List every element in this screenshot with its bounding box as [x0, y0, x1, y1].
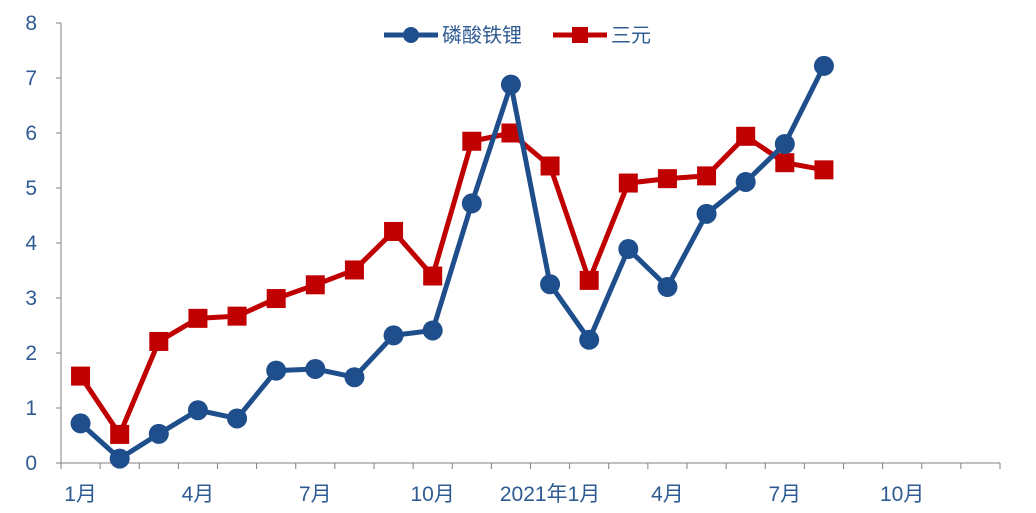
y-tick-label: 7 — [25, 67, 37, 90]
data-point — [71, 366, 91, 386]
data-point — [697, 166, 717, 186]
data-point — [540, 274, 561, 295]
data-point — [305, 358, 326, 379]
data-point — [461, 193, 482, 214]
data-point — [774, 134, 795, 154]
legend-label: 三元 — [611, 25, 651, 47]
axes: 0 1 2 3 4 5 6 7 8 1月 4月 7月 10月 2021年1月 4月 7月 10月 — [25, 12, 1001, 506]
data-point — [657, 169, 677, 189]
data-point — [188, 308, 208, 328]
data-point — [618, 173, 638, 193]
data-point — [344, 367, 365, 388]
y-tick-label: 4 — [25, 232, 37, 255]
x-tick-label: 4月 — [651, 483, 684, 506]
data-point — [149, 331, 169, 351]
data-point — [422, 320, 443, 341]
y-tick-label: 0 — [25, 452, 37, 475]
data-point — [266, 360, 287, 381]
x-tick-label: 10月 — [411, 483, 455, 506]
data-point — [305, 275, 325, 295]
data-point — [579, 270, 599, 290]
x-tick-label: 2021年1月 — [500, 483, 600, 506]
series-0 — [70, 55, 834, 469]
data-point — [109, 448, 130, 469]
data-point — [266, 289, 286, 309]
y-tick-label: 6 — [25, 122, 37, 145]
data-point — [736, 126, 756, 146]
x-tick-label: 7月 — [299, 483, 332, 506]
data-point — [227, 306, 247, 326]
data-point — [383, 325, 404, 346]
data-point — [462, 131, 482, 151]
data-point — [110, 424, 130, 444]
data-point — [70, 413, 91, 434]
y-tick-label: 3 — [25, 287, 37, 310]
data-point — [423, 266, 443, 286]
data-point — [384, 221, 404, 241]
legend-marker — [403, 27, 419, 43]
legend-label: 磷酸铁锂 — [442, 24, 522, 47]
data-point — [500, 74, 521, 95]
y-tick-label: 2 — [25, 342, 37, 365]
data-point — [344, 260, 364, 280]
series-1 — [71, 123, 834, 444]
legend: 磷酸铁锂 三元 — [384, 24, 651, 47]
series-layer — [70, 55, 834, 469]
y-tick-label: 5 — [25, 177, 37, 200]
data-point — [813, 55, 834, 76]
data-point — [501, 123, 521, 143]
data-point — [579, 329, 600, 350]
legend-item-1: 三元 — [553, 25, 651, 47]
y-tick-label: 8 — [25, 12, 37, 35]
data-point — [187, 400, 208, 421]
x-tick-label: 1月 — [64, 483, 97, 506]
data-point — [735, 171, 756, 192]
data-point — [657, 277, 678, 297]
legend-item-0: 磷酸铁锂 — [384, 24, 522, 47]
data-point — [618, 239, 639, 260]
x-tick-label: 10月 — [880, 483, 924, 506]
data-point — [148, 423, 169, 444]
data-point — [696, 203, 717, 224]
legend-marker — [572, 27, 588, 43]
data-point — [540, 156, 560, 176]
series-line — [78, 64, 827, 462]
y-tick-label: 1 — [25, 397, 37, 420]
data-point — [227, 408, 248, 429]
data-point — [814, 160, 834, 180]
data-point — [775, 153, 795, 173]
x-tick-label: 4月 — [182, 483, 215, 506]
x-tick-label: 7月 — [768, 483, 801, 506]
